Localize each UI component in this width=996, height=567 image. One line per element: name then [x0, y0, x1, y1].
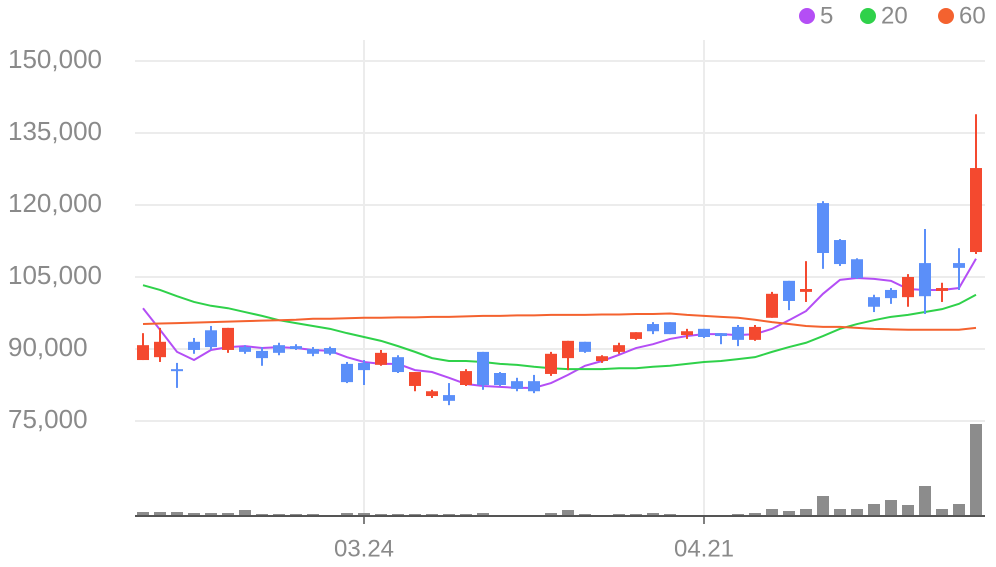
x-tick-label: 04.21	[674, 535, 734, 562]
volume-bar	[885, 500, 897, 516]
volume-bar	[137, 512, 149, 516]
candle-body	[341, 363, 353, 383]
candle-body	[664, 322, 676, 335]
volume-bar	[783, 511, 795, 516]
volume-bar	[239, 510, 251, 516]
candle-body	[630, 332, 642, 339]
candle-body	[171, 369, 183, 372]
candle-body	[749, 326, 761, 340]
candle-body	[358, 362, 370, 371]
candle-body	[324, 348, 336, 354]
candle-body	[732, 326, 744, 340]
candle-body	[256, 350, 268, 359]
candle-body	[919, 263, 931, 297]
volume-bar	[936, 509, 948, 516]
candle-body	[426, 391, 438, 397]
candle-body	[766, 293, 778, 318]
candle-body	[290, 346, 302, 349]
candle-body	[460, 371, 472, 385]
candle-body	[902, 277, 914, 298]
candle-body	[613, 345, 625, 352]
volume-bar	[970, 424, 982, 516]
y-tick-label: 150,000	[8, 44, 102, 74]
y-tick-label: 120,000	[8, 188, 102, 218]
legend-label: 60	[959, 2, 986, 29]
candle-body	[205, 330, 217, 348]
volume-bar	[800, 509, 812, 516]
legend-label: 5	[820, 2, 833, 29]
volume-bar	[562, 510, 574, 516]
volume-bar	[647, 513, 659, 516]
candle-body	[562, 340, 574, 359]
candle-body	[188, 341, 200, 350]
volume-bar	[902, 505, 914, 516]
volume-bar	[851, 509, 863, 516]
volume-bar	[953, 504, 965, 516]
candle-body	[698, 328, 710, 337]
volume-bar	[766, 509, 778, 516]
candle-body	[239, 347, 251, 352]
candle-body	[851, 259, 863, 278]
legend-marker	[860, 8, 876, 24]
y-tick-label: 90,000	[8, 332, 88, 362]
candle-body	[154, 341, 166, 358]
volume-bar	[868, 504, 880, 516]
ma-line	[142, 312, 977, 331]
candle-body	[800, 289, 812, 292]
candle-body	[715, 333, 727, 337]
candle-body	[375, 352, 387, 365]
volume-bar	[205, 513, 217, 516]
candle-body	[545, 353, 557, 374]
candle-body	[443, 395, 455, 401]
volume-bar	[545, 513, 557, 516]
candle-body	[579, 341, 591, 352]
volume-bar	[749, 513, 761, 516]
candle-body	[647, 324, 659, 332]
candle-body	[494, 373, 506, 385]
candle-body	[817, 203, 829, 253]
x-tick-label: 03.24	[334, 535, 394, 562]
candle-body	[477, 351, 489, 385]
candle-body	[596, 356, 608, 361]
candle-body	[868, 297, 880, 307]
candle-body	[511, 381, 523, 389]
volume-bar	[188, 513, 200, 516]
volume-bar	[477, 513, 489, 516]
volume-bar	[834, 509, 846, 516]
candle-body	[681, 331, 693, 336]
legend-label: 20	[881, 2, 908, 29]
candle-body	[970, 168, 982, 253]
legend-marker	[799, 8, 815, 24]
candle-body	[137, 345, 149, 361]
volume-bar	[358, 513, 370, 516]
y-tick-label: 75,000	[8, 404, 88, 434]
volume-bar	[817, 496, 829, 516]
candle-body	[307, 349, 319, 354]
y-tick-label: 105,000	[8, 260, 102, 290]
candle-body	[834, 240, 846, 265]
legend-marker	[938, 8, 954, 24]
candle-body	[392, 357, 404, 373]
volume-bar	[919, 486, 931, 516]
candle-body	[409, 372, 421, 386]
volume-bar	[171, 512, 183, 516]
y-tick-label: 135,000	[8, 116, 102, 146]
candle-body	[528, 381, 540, 392]
volume-bar	[154, 512, 166, 516]
candle-body	[783, 280, 795, 301]
volume-bar	[341, 513, 353, 516]
candle-body	[222, 327, 234, 350]
candle-body	[273, 345, 285, 353]
candle-body	[953, 263, 965, 268]
candle-body	[936, 288, 948, 291]
candle-body	[885, 289, 897, 299]
volume-bar	[222, 513, 234, 516]
